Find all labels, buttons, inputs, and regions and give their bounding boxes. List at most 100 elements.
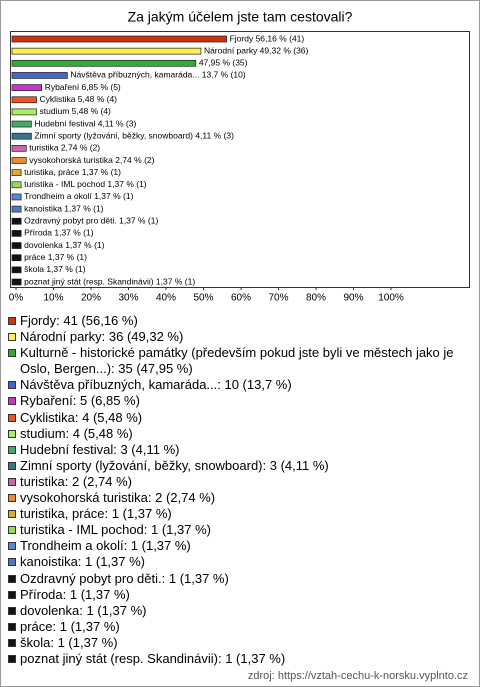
x-tick-label: 20% <box>81 293 101 304</box>
bar <box>11 217 22 225</box>
legend: Fjordy: 41 (56,16 %) Národní parky: 36 (4… <box>8 313 470 667</box>
x-tick-label: 80% <box>306 293 326 304</box>
legend-swatch <box>8 510 16 519</box>
legend-swatch <box>8 590 16 599</box>
legend-label: dovolenka: 1 (1,37 %) <box>20 602 147 618</box>
bar-label: práce 1,37 % (1) <box>24 252 87 262</box>
legend-item: Národní parky: 36 (49,32 %) <box>8 329 470 345</box>
legend-item: škola: 1 (1,37 %) <box>8 635 470 651</box>
legend-item: turistika, práce: 1 (1,37 %) <box>8 506 470 522</box>
legend-label: Návštěva příbuzných, kamaráda...: 10 (13… <box>20 377 292 393</box>
bar-label: dovolenka 1,37 % (1) <box>24 240 104 250</box>
legend-item: poznat jiný stát (resp. Skandinávii): 1 … <box>8 651 470 667</box>
bar <box>11 108 37 116</box>
legend-item: vysokohorská turistika: 2 (2,74 %) <box>8 490 470 506</box>
bar-label: Fjordy 56,16 % (41) <box>230 33 305 43</box>
legend-item: Kulturně - historické památky (především… <box>8 345 470 377</box>
legend-item: Příroda: 1 (1,37 %) <box>8 587 470 603</box>
bar <box>11 35 227 43</box>
legend-swatch <box>8 494 16 503</box>
legend-item: Zimní sporty (lyžování, běžky, snowboard… <box>8 458 470 474</box>
legend-label: Hudební festival: 3 (4,11 %) <box>20 441 180 457</box>
bar-label: Cyklistika 5,48 % (4) <box>40 94 118 104</box>
source: zdroj: https://vztah-cechu-k-norsku.vypl… <box>248 670 468 682</box>
legend-swatch <box>8 349 16 358</box>
x-tick-label: 100% <box>378 293 404 304</box>
bar <box>11 84 43 91</box>
legend-item: studium: 4 (5,48 %) <box>8 426 470 442</box>
x-tick-label: 0% <box>9 293 24 304</box>
bar-label: poznat jiný stát (resp. Skandinávii) 1,3… <box>24 276 195 286</box>
bar <box>11 181 22 189</box>
legend-swatch <box>8 445 16 454</box>
legend-item: Ozdravný pobyt pro děti.: 1 (1,37 %) <box>8 571 470 587</box>
legend-label: vysokohorská turistika: 2 (2,74 %) <box>20 490 216 506</box>
x-tick-label: 40% <box>156 293 176 304</box>
x-tick-label: 70% <box>268 293 288 304</box>
legend-item: práce: 1 (1,37 %) <box>8 619 470 635</box>
legend-item: Návštěva příbuzných, kamaráda...: 10 (13… <box>8 377 470 393</box>
legend-item: turistika - IML pochod: 1 (1,37 %) <box>8 522 470 538</box>
legend-swatch <box>8 397 16 406</box>
bar <box>11 72 68 79</box>
legend-item: Fjordy: 41 (56,16 %) <box>8 313 470 329</box>
legend-swatch <box>8 526 16 535</box>
legend-item: turistika: 2 (2,74 %) <box>8 474 470 490</box>
x-tick-label: 60% <box>231 293 251 304</box>
bar-label: Ozdravný pobyt pro děti. 1,37 % (1) <box>24 216 158 226</box>
x-tick-label: 10% <box>43 293 63 304</box>
bar <box>11 96 37 104</box>
legend-swatch <box>8 606 16 615</box>
bar-label: Návštěva příbuzných, kamaráda... 13,7 % … <box>70 70 245 80</box>
legend-label: Národní parky: 36 (49,32 %) <box>20 329 184 345</box>
bar-label: Trondheim a okolí 1,37 % (1) <box>24 191 133 201</box>
legend-label: kanoistika: 1 (1,37 %) <box>20 554 146 570</box>
bar <box>11 193 22 201</box>
legend-label: turistika: 2 (2,74 %) <box>20 473 132 489</box>
legend-swatch <box>8 333 16 342</box>
x-tick-label: 50% <box>193 293 213 304</box>
legend-swatch <box>8 638 16 647</box>
legend-item: dovolenka: 1 (1,37 %) <box>8 603 470 619</box>
legend-swatch <box>8 317 16 325</box>
bar-label: turistika 2,74 % (2) <box>29 143 100 153</box>
legend-swatch <box>8 381 16 390</box>
bar <box>11 132 32 140</box>
bar <box>11 59 197 67</box>
legend-label: Příroda: 1 (1,37 %) <box>20 586 130 602</box>
legend-swatch <box>8 622 16 631</box>
bar <box>11 254 22 262</box>
legend-swatch <box>8 413 16 422</box>
legend-item: Rybaření: 5 (6,85 %) <box>8 393 470 409</box>
chart-title: Za jakým účelem jste tam cestovali? <box>128 9 353 25</box>
plot-frame <box>10 31 470 288</box>
bar-label: kanoistika 1,37 % (1) <box>24 203 104 213</box>
bar-label: Zimní sporty (lyžování, běžky, snowboard… <box>34 130 234 140</box>
legend-item: Hudební festival: 3 (4,11 %) <box>8 442 470 458</box>
legend-label: Fjordy: 41 (56,16 %) <box>20 313 138 328</box>
bar-label: Hudební festival 4,11 % (3) <box>34 118 136 128</box>
legend-swatch <box>8 558 16 567</box>
bar <box>11 145 27 152</box>
legend-swatch <box>8 477 16 486</box>
legend-label: turistika, práce: 1 (1,37 %) <box>20 506 172 522</box>
bar <box>11 169 22 176</box>
bar-label: turistika - IML pochod 1,37 % (1) <box>24 179 147 189</box>
bar-label: studium 5,48 % (4) <box>40 106 112 116</box>
legend-swatch <box>8 429 16 438</box>
legend-label: práce: 1 (1,37 %) <box>20 618 120 634</box>
bar <box>11 120 32 128</box>
x-tick-label: 90% <box>343 293 363 304</box>
bar-label: Národní parky 49,32 % (36) <box>204 45 309 55</box>
legend-label: Ozdravný pobyt pro děti.: 1 (1,37 %) <box>20 570 229 586</box>
legend-label: Trondheim a okolí: 1 (1,37 %) <box>20 538 191 554</box>
bar-label: 47,95 % (35) <box>199 58 248 68</box>
bar <box>11 266 22 274</box>
legend-swatch <box>8 654 16 663</box>
bar-label: škola 1,37 % (1) <box>24 264 86 274</box>
bar-label: Příroda 1,37 % (1) <box>24 228 94 238</box>
legend-label: poznat jiný stát (resp. Skandinávii): 1 … <box>20 650 286 666</box>
